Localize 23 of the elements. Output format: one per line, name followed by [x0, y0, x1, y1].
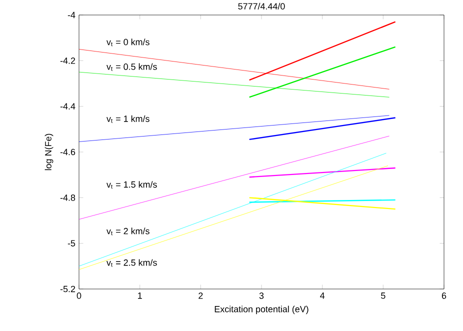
- x-tick-label: 2: [198, 292, 203, 299]
- annotation: v$_{t}$ = 2 km/s: [106, 228, 150, 236]
- y-axis-title: log N(Fe): [44, 134, 54, 170]
- x-axis-title: Excitation potential (eV): [214, 306, 308, 314]
- y-tick-label: -4.6: [60, 148, 76, 156]
- y-tick-label: -4.8: [60, 194, 76, 201]
- annotation: v$_{t}$ = 1 km/s: [106, 115, 150, 123]
- x-tick-label: 6: [442, 292, 446, 299]
- x-tick-label: 3: [259, 292, 264, 299]
- y-tick-label: -4: [68, 12, 76, 18]
- annotation: v$_{t}$ = 0.5 km/s: [106, 63, 157, 71]
- y-tick-label: -4.4: [60, 103, 76, 110]
- annotation: v$_{t}$ = 2.5 km/s: [106, 259, 157, 267]
- y-tick-label: -5: [68, 240, 76, 246]
- annotation: v$_{t}$ = 0 km/s: [106, 38, 150, 46]
- x-tick-label: 5: [381, 292, 386, 299]
- y-tick-label: -5.2: [60, 286, 76, 292]
- annotation: v$_{t}$ = 1.5 km/s: [106, 181, 157, 189]
- x-tick-label: 1: [138, 292, 142, 299]
- x-tick-label: 4: [320, 292, 325, 299]
- x-tick-label: 0: [76, 292, 82, 299]
- y-tick-label: -4.2: [60, 58, 76, 64]
- chart-title: 5777/4.44/0: [238, 2, 285, 10]
